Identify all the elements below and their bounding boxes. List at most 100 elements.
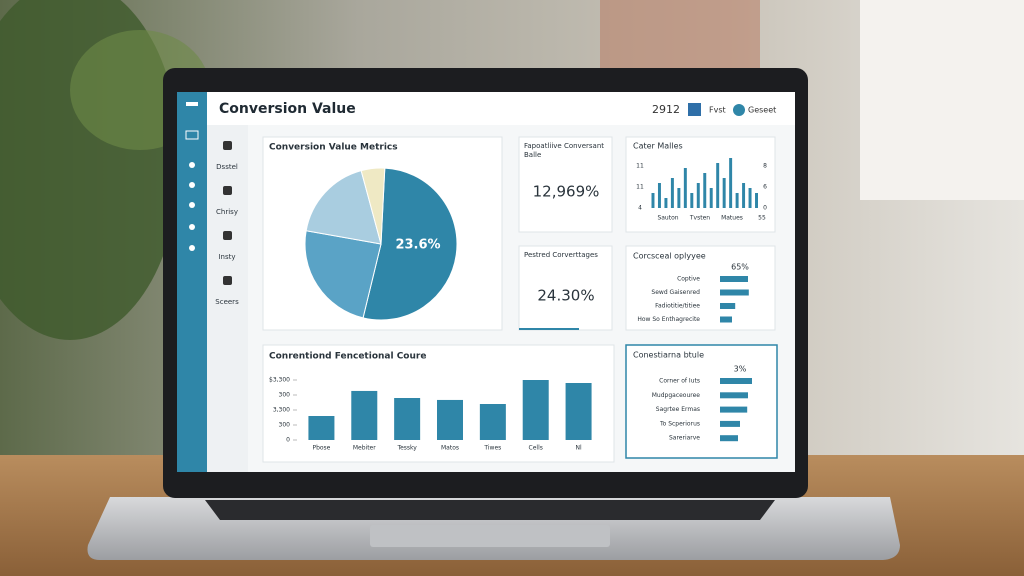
y-label: 11 xyxy=(636,163,644,170)
nav-label: Dsstel xyxy=(216,163,238,171)
trackpad xyxy=(370,525,610,547)
bar xyxy=(735,193,739,208)
bar xyxy=(565,383,592,440)
kpi-title-box: Pestred Corverttages xyxy=(524,251,598,259)
bar xyxy=(729,158,733,208)
sidebar-strip xyxy=(177,92,207,472)
sidebar xyxy=(207,125,248,472)
bar xyxy=(720,289,749,296)
bar xyxy=(720,392,748,399)
nav-label: Sceers xyxy=(215,298,239,306)
window xyxy=(860,0,1024,200)
x-tick-label: Tiwes xyxy=(483,445,501,452)
bar xyxy=(479,404,506,440)
x-label: Matues xyxy=(721,215,743,222)
bar xyxy=(437,399,463,440)
y-tick-label: 300 xyxy=(279,422,291,429)
y-tick-label: 0 xyxy=(286,437,290,444)
logo xyxy=(186,102,198,106)
kpi-title: Pestred Corverttages xyxy=(524,251,598,259)
hbar-card xyxy=(625,344,778,459)
bar xyxy=(716,163,720,208)
pie-slice xyxy=(360,167,386,245)
nav-icon xyxy=(185,130,199,140)
bar xyxy=(709,188,713,208)
row-label: Sareriarve xyxy=(669,435,700,442)
y-tick-label: 3,300 xyxy=(273,407,290,414)
kpi-card xyxy=(518,245,613,331)
row-label: Coptive xyxy=(677,276,700,283)
x-tick-label: Tessky xyxy=(396,445,417,452)
x-label: 55 xyxy=(758,215,766,222)
bar xyxy=(720,378,752,384)
bar xyxy=(651,193,655,208)
y-tick-label: $3,300 xyxy=(269,377,290,384)
header-value: 3% xyxy=(734,365,747,374)
bar xyxy=(664,198,668,208)
x-label: Tvsten xyxy=(689,215,710,222)
bar xyxy=(690,193,694,208)
kpi-underline xyxy=(519,328,579,330)
pie-slice xyxy=(304,230,382,319)
bar xyxy=(677,188,681,208)
page-title: Conversion Value xyxy=(219,101,356,117)
kpi-card xyxy=(518,136,613,233)
pie-slice xyxy=(362,167,458,321)
x-tick-label: Matos xyxy=(441,445,459,452)
bar xyxy=(720,435,738,442)
nav-icon xyxy=(189,202,195,208)
bar xyxy=(696,183,700,208)
row-label: Corner of Iuts xyxy=(659,378,700,385)
x-tick-label: Nl xyxy=(575,445,581,452)
card-title: Conrentiond Fencetional Coure xyxy=(269,352,426,362)
support-icon[interactable] xyxy=(733,104,745,116)
card-title: Cater Malles xyxy=(633,142,683,151)
kpi-value: 12,969% xyxy=(533,183,600,201)
x-label: Sauton xyxy=(657,215,678,222)
bar xyxy=(720,420,740,427)
nav-icon xyxy=(189,224,195,230)
bar xyxy=(742,183,746,208)
y-label: 4 xyxy=(638,205,642,212)
kpi-title-box: Fapoatliive Conversant Balle xyxy=(524,142,604,159)
bar xyxy=(308,416,335,440)
row-label: Fadiotitie/titiee xyxy=(655,303,700,310)
row-label: To Scperiorus xyxy=(659,420,700,427)
card-title: Conversion Value Metrics xyxy=(269,143,398,153)
row-label: How So Enthagrecite xyxy=(637,316,700,323)
x-tick-label: Mebiter xyxy=(353,445,376,452)
pie-label: 23.6% xyxy=(395,238,440,253)
row-label: Sewd Gaisenred xyxy=(651,289,700,296)
header-code: 2912 xyxy=(652,103,680,116)
bar xyxy=(351,390,378,440)
bar xyxy=(720,276,748,282)
hbar-card xyxy=(625,245,776,331)
header-link[interactable]: Geseet xyxy=(748,106,776,115)
brick-wall xyxy=(600,0,760,70)
nav-icon xyxy=(223,231,232,240)
kpi-title: Fapoatliive Conversant Balle xyxy=(524,142,604,159)
card-title: Conestiarna btule xyxy=(633,351,704,360)
nav-icon xyxy=(189,162,195,168)
bar xyxy=(522,380,549,440)
bar xyxy=(748,188,752,208)
header-link[interactable]: Fvst xyxy=(709,106,726,115)
bar xyxy=(720,316,732,323)
bar xyxy=(722,178,726,208)
nav-icon xyxy=(223,186,232,195)
pie-slice xyxy=(305,170,382,245)
bar xyxy=(755,193,758,208)
facebook-icon[interactable] xyxy=(688,103,701,116)
y-label: 6 xyxy=(763,184,767,191)
bar xyxy=(720,303,736,309)
y-label: 8 xyxy=(763,163,767,170)
kpi-value: 24.30% xyxy=(537,287,594,305)
card-title: Corcsceal oplyyee xyxy=(633,252,706,261)
nav-icon xyxy=(189,245,195,251)
row-label: Sagrtee Ermas xyxy=(656,406,700,413)
keyboard xyxy=(205,500,775,520)
bar xyxy=(394,398,421,440)
y-label: 11 xyxy=(636,184,644,191)
mini-bar-card xyxy=(625,136,776,233)
